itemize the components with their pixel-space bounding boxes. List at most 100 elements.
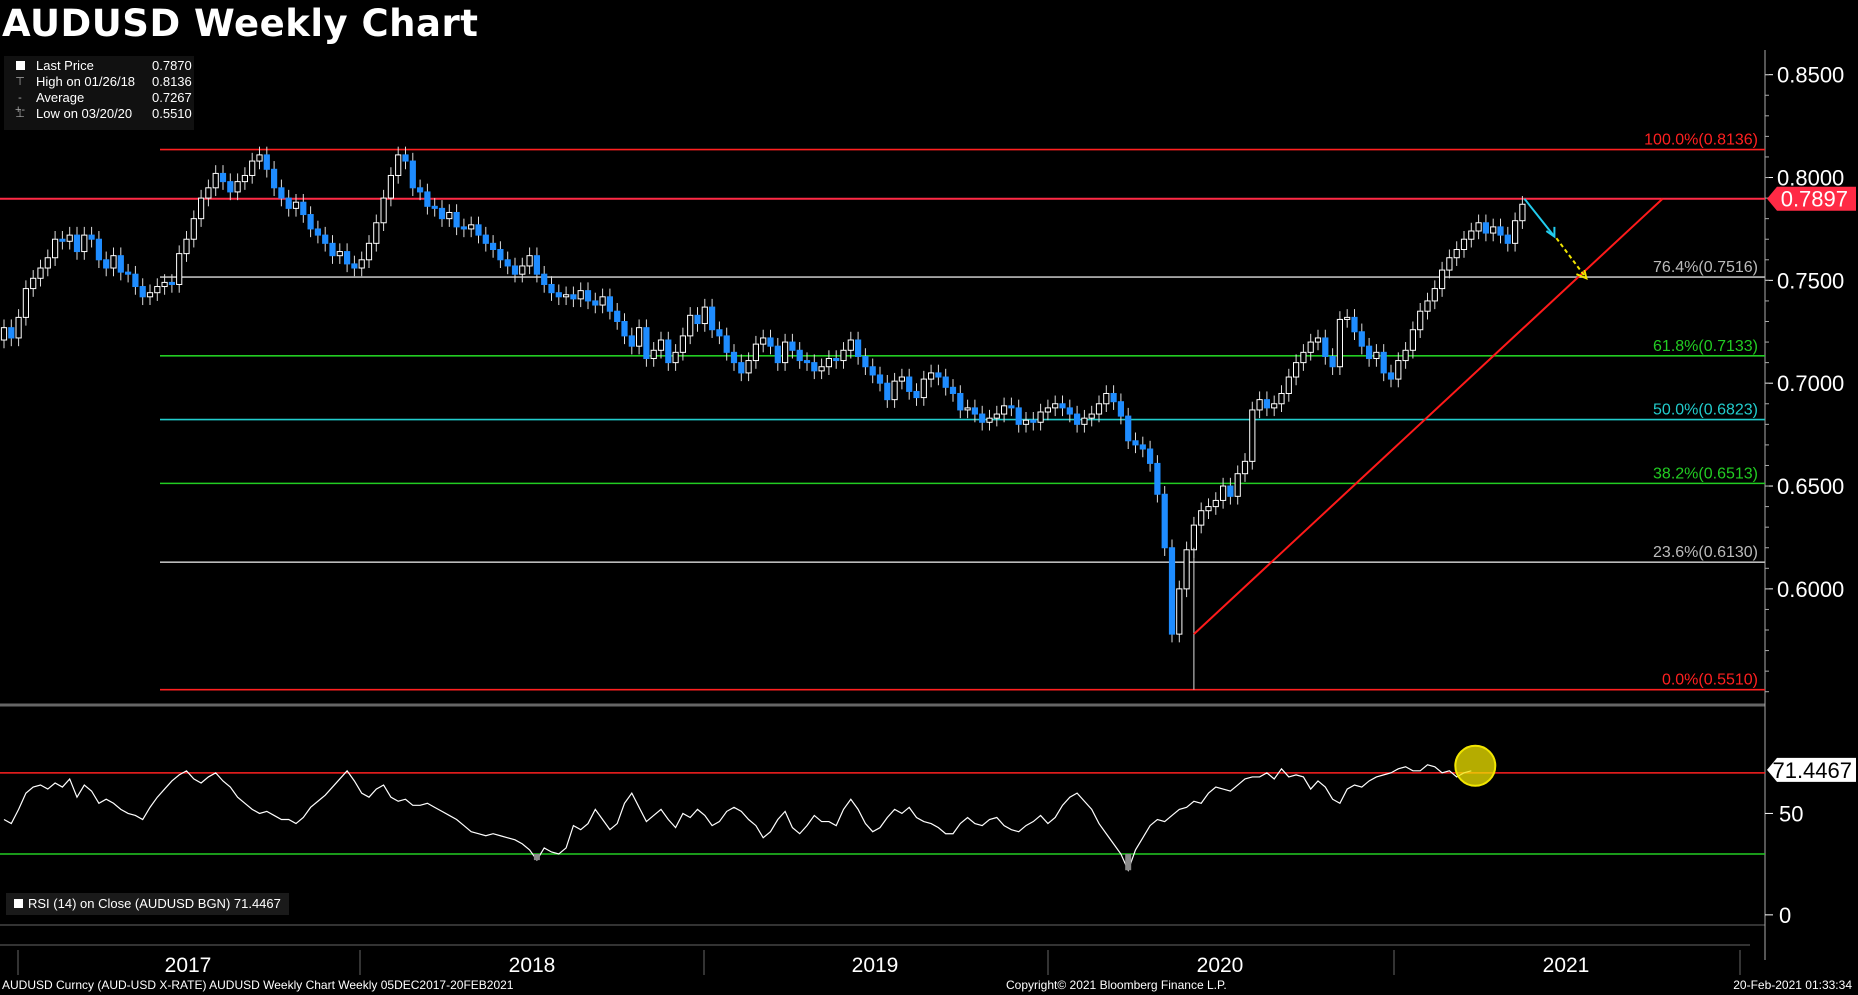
up-candle — [986, 417, 993, 423]
footer-security-description: AUDUSD Curncy (AUD-USD X-RATE) AUDUSD We… — [2, 978, 514, 992]
up-candle — [66, 234, 73, 242]
up-candle — [212, 172, 219, 189]
down-candle — [271, 168, 278, 189]
rsi-legend: RSI (14) on Close (AUDUSD BGN) 71.4467 — [6, 893, 289, 915]
up-candle — [1271, 403, 1278, 409]
rsi-panel: 50 0 71.4467 — [0, 744, 1856, 928]
down-candle — [694, 314, 701, 325]
down-candle — [344, 251, 351, 265]
down-candle — [584, 290, 592, 302]
up-candle — [446, 211, 453, 220]
arrow-head-icon — [1576, 269, 1588, 280]
up-candle — [52, 238, 59, 259]
down-candle — [8, 327, 15, 339]
down-candle — [855, 339, 862, 357]
up-candle — [1409, 329, 1417, 351]
up-candle — [1001, 405, 1008, 415]
candlestick-series — [0, 146, 1526, 690]
up-candle — [30, 277, 37, 290]
fib-label: 76.4%(0.7516) — [1653, 259, 1758, 276]
down-candle — [1387, 372, 1395, 380]
y-tick-label: 0.7000 — [1777, 371, 1844, 396]
up-candle — [1402, 349, 1409, 362]
up-candle — [234, 181, 241, 193]
fib-label: 50.0%(0.6823) — [1653, 402, 1758, 419]
x-tick-label: 2018 — [509, 954, 556, 977]
y-tick-label: 0.8000 — [1777, 166, 1844, 191]
up-candle — [687, 314, 694, 337]
legend-row-average: -+- Average 0.7267 — [4, 90, 194, 116]
last-price-marker-icon — [16, 61, 25, 70]
down-candle — [314, 228, 321, 236]
up-candle — [1460, 238, 1468, 251]
legend-label: Average — [36, 90, 85, 105]
down-candle — [1380, 351, 1387, 374]
up-candle — [1446, 257, 1453, 271]
legend-label: High on 01/26/18 — [36, 74, 136, 89]
up-candle — [1095, 403, 1103, 415]
down-candle — [1030, 419, 1037, 423]
up-candle — [1300, 351, 1307, 364]
down-candle — [219, 172, 227, 183]
axes-layer: 0.8500 0.8000 0.7500 0.7000 0.6500 0.6000 — [0, 50, 1844, 960]
annotation-layer: 0.7897 — [1193, 186, 1856, 635]
x-tick-label: 2019 — [852, 954, 899, 977]
up-candle — [1285, 376, 1292, 394]
down-candle — [103, 259, 110, 269]
up-candle — [650, 349, 657, 360]
down-candle — [168, 281, 176, 285]
down-candle — [833, 358, 840, 362]
x-tick-label: 2020 — [1197, 954, 1244, 977]
down-candle — [606, 296, 613, 312]
up-candle — [672, 351, 679, 364]
y-tick-label: 0.7500 — [1777, 268, 1844, 293]
down-candle — [884, 382, 891, 401]
up-candle — [44, 257, 51, 269]
down-candle — [1132, 440, 1139, 446]
down-candle — [300, 201, 307, 216]
legend-value: 0.8136 — [152, 74, 192, 89]
down-candle — [1329, 355, 1336, 368]
down-candle — [117, 255, 124, 273]
down-candle — [1008, 405, 1015, 409]
y-tick-label: 0.6000 — [1777, 577, 1844, 602]
up-candle — [1249, 409, 1256, 462]
down-candle — [811, 362, 818, 372]
down-candle — [409, 160, 416, 189]
down-candle — [709, 306, 716, 331]
high-marker-icon: ⊤ — [15, 76, 25, 88]
down-candle — [1117, 401, 1125, 417]
up-candle — [825, 358, 832, 368]
up-candle — [1198, 510, 1205, 526]
down-candle — [402, 154, 409, 162]
up-candle — [37, 267, 44, 279]
down-candle — [803, 360, 811, 364]
rsi-value-tag — [1767, 757, 1856, 782]
down-candle — [628, 335, 635, 347]
down-candle — [1358, 331, 1365, 347]
up-candle — [1336, 318, 1344, 368]
legend-value: 0.7267 — [152, 90, 192, 105]
up-candle — [81, 234, 88, 253]
up-candle — [898, 376, 905, 382]
up-candle — [1307, 341, 1314, 353]
down-candle — [614, 310, 621, 322]
fibonacci-levels: 100.0%(0.8136) 76.4%(0.7516) 61.8%(0.7133)… — [0, 132, 1765, 691]
up-candle — [1373, 351, 1380, 360]
x-axis: 2017 2018 2019 2020 2021 — [17, 950, 1741, 977]
up-candle — [22, 288, 29, 318]
down-candle — [322, 234, 329, 244]
up-candle — [198, 197, 205, 220]
down-candle — [431, 205, 438, 209]
down-candle — [1351, 316, 1358, 333]
down-candle — [1059, 403, 1066, 409]
up-candle — [1475, 222, 1482, 232]
up-candle — [1212, 499, 1219, 508]
rsi-value-label: 71.4467 — [1772, 758, 1852, 783]
up-candle — [1314, 337, 1322, 343]
low-marker-icon: ⊥ — [15, 108, 25, 120]
up-candle — [256, 154, 263, 162]
up-candle — [1205, 506, 1212, 512]
up-candle — [1519, 203, 1526, 222]
down-candle — [1125, 415, 1132, 442]
